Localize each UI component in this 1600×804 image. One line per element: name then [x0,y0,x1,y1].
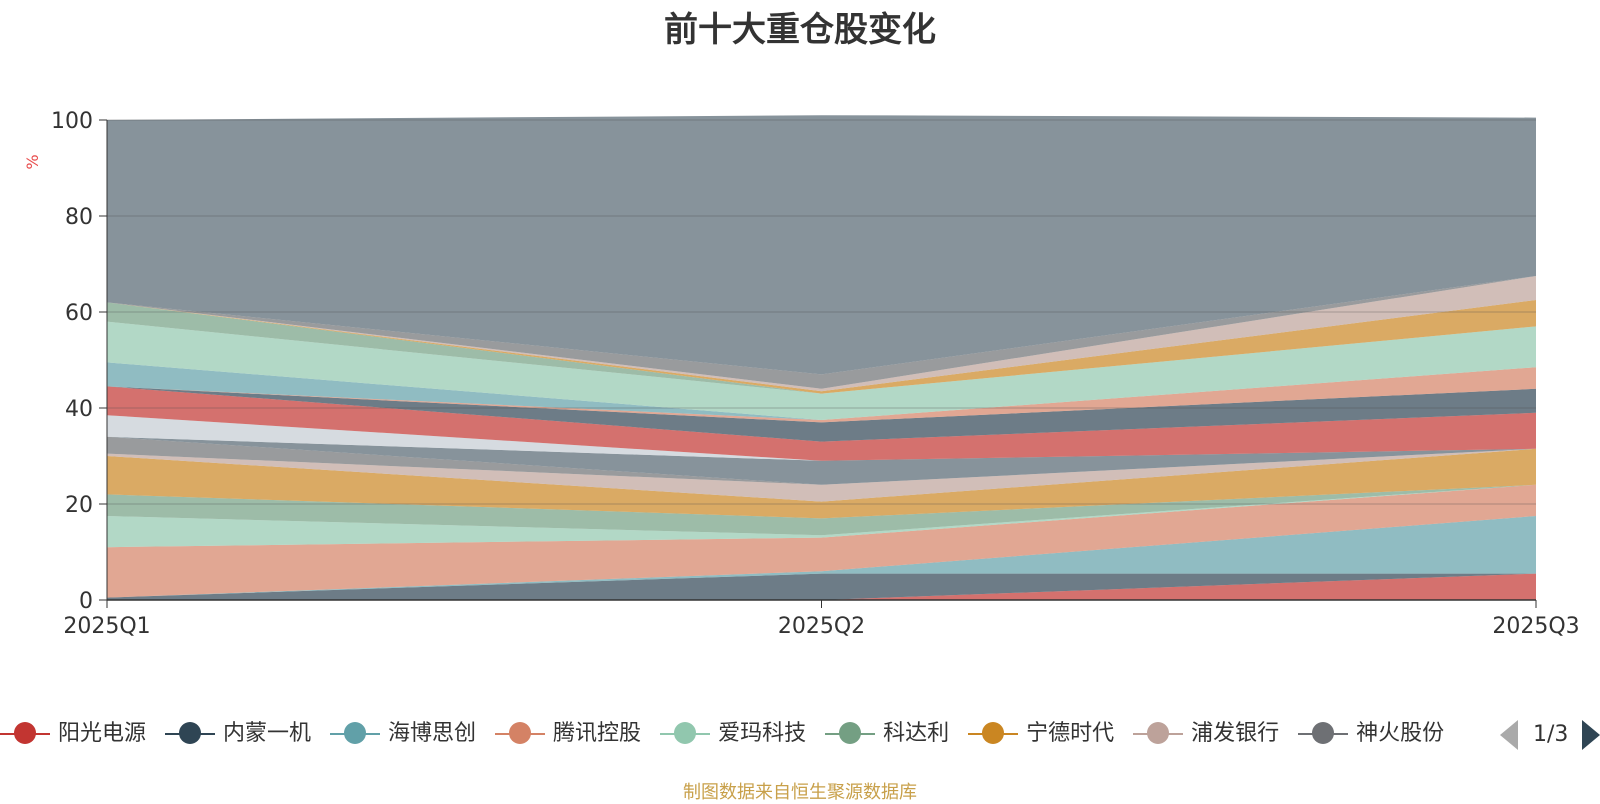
legend-next-page-button[interactable] [1582,720,1600,750]
area-series-21 [107,115,1536,375]
area-series-4 [107,484,1536,598]
legend-label: 宁德时代 [1026,721,1115,746]
legend-item[interactable]: 内蒙一机 [165,712,311,756]
area-series-2 [107,573,1536,600]
x-tick-label: 2025Q1 [63,614,150,639]
y-axis-label: % [23,154,42,169]
legend-item[interactable]: 腾讯控股 [495,712,641,756]
area-series-11 [107,415,1536,461]
area-series-3 [107,516,1536,598]
area-series-1 [107,573,1536,600]
area-series-13 [107,386,1536,442]
legend-circle-icon [982,722,1005,744]
legend-label: 海博思创 [388,721,477,746]
area-series-5 [107,484,1536,548]
source-note: 制图数据来自恒生聚源数据库 [683,782,917,803]
legend-label: 神火股份 [1356,721,1445,746]
y-tick-label: 100 [51,109,93,134]
x-tick-label: 2025Q2 [778,614,865,639]
legend-item[interactable]: 阳光电源 [0,712,146,756]
legend-item[interactable]: 神火股份 [1298,712,1444,756]
area-series-17 [107,302,1536,394]
area-series-19 [107,276,1536,392]
y-tick-label: 80 [65,205,93,230]
area-series-18 [107,300,1536,394]
legend-circle-icon [509,722,532,744]
y-tick-label: 0 [79,589,93,614]
area-series-8 [107,448,1536,502]
legend-page-indicator: 1/3 [1533,722,1569,747]
legend-circle-icon [1147,722,1170,744]
area-series-7 [107,448,1536,519]
chart-title: 前十大重仓股变化 [664,10,936,50]
legend-circle-icon [179,722,202,744]
legend-prev-page-button[interactable] [1500,720,1518,750]
legend-label: 浦发银行 [1191,721,1280,746]
y-tick-label: 40 [65,397,93,422]
legend-circle-icon [674,722,697,744]
legend-label: 科达利 [883,721,950,746]
area-series-20 [107,276,1536,389]
area-series-6 [107,484,1536,536]
legend-pager: 1/3 [1500,718,1600,752]
legend-circle-icon [14,722,36,744]
area-series-14 [107,367,1536,423]
series-areas [107,115,1536,600]
legend-circle-icon [839,722,862,744]
legend-item[interactable]: 海博思创 [330,712,476,756]
y-tick-label: 60 [65,301,93,326]
legend-circle-icon [344,722,367,744]
legend-label: 爱玛科技 [718,721,807,746]
legend-item[interactable]: 浦发银行 [1133,712,1279,756]
area-series-9 [107,436,1536,485]
area-series-12 [107,386,1536,461]
x-axis: 2025Q1 2025Q2 2025Q3 [63,599,1580,639]
legend-item[interactable]: 爱玛科技 [660,712,806,756]
area-series-15 [107,362,1536,420]
area-series-16 [107,321,1536,420]
legend-item[interactable]: 科达利 [825,712,949,756]
gridlines [107,119,1536,505]
legend: 阳光电源 内蒙一机 海博思创 腾讯控股 爱玛科技 科达利 宁德时代 浦发银行 神火股份 [0,712,1482,756]
legend-circle-icon [1312,722,1335,744]
legend-label: 腾讯控股 [553,721,642,746]
y-tick-label: 20 [65,493,93,518]
legend-item[interactable]: 宁德时代 [968,712,1114,756]
legend-label: 阳光电源 [58,721,147,746]
x-tick-label: 2025Q3 [1492,614,1579,639]
legend-label: 内蒙一机 [223,721,312,746]
y-axis: 0 20 40 60 80 100 [51,109,108,614]
